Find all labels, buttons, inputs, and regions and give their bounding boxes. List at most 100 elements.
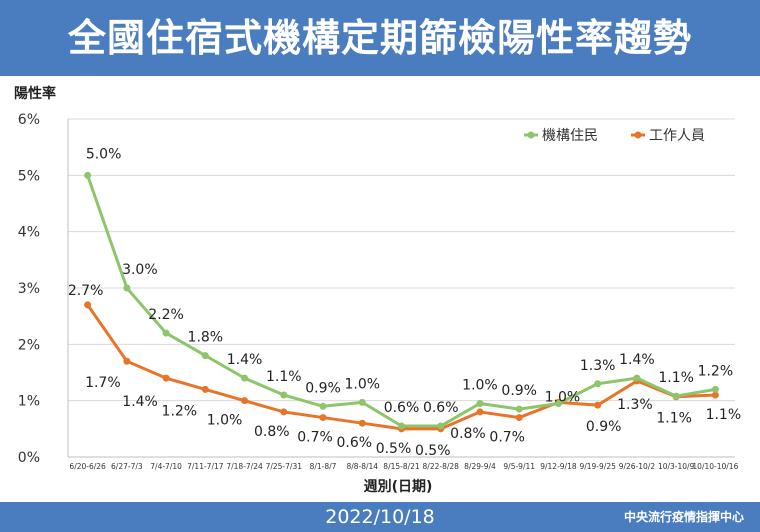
data-point <box>711 385 719 393</box>
data-point <box>123 284 131 292</box>
footer-date: 2022/10/18 <box>325 506 435 528</box>
data-point <box>358 419 366 427</box>
line-chart: 陽性率 0% 1% 2% 3% 4% 5% 6% 6/20-6/26 6/27-7/3 7/4-… <box>14 85 741 495</box>
data-point <box>672 392 680 400</box>
data-label: 0.9% <box>586 419 622 435</box>
data-point <box>280 391 288 399</box>
x-axis-ticks: 6/20-6/26 6/27-7/3 7/4-7/10 7/11-7/17 7/18-7… <box>69 462 738 471</box>
legend-marker <box>527 131 535 139</box>
x-tick-label: 8/8-8/14 <box>346 462 378 471</box>
data-point <box>633 374 641 382</box>
data-label: 1.7% <box>85 375 121 391</box>
y-tick-label: 2% <box>18 337 40 353</box>
data-label: 0.6% <box>384 400 420 416</box>
data-label: 1.8% <box>188 330 224 346</box>
data-point <box>319 414 327 422</box>
data-label: 2.7% <box>68 283 104 299</box>
data-point <box>84 301 92 309</box>
y-tick-label: 3% <box>18 281 40 297</box>
x-axis-title: 週別(日期) <box>364 479 433 495</box>
x-tick-label: 9/19-9/25 <box>579 462 616 471</box>
y-tick-label: 1% <box>18 394 40 410</box>
data-point <box>162 329 170 337</box>
title-banner: 全國住宿式機構定期篩檢陽性率趨勢 <box>0 0 760 76</box>
data-label: 1.3% <box>580 358 616 374</box>
series-line <box>86 174 716 428</box>
data-label: 0.5% <box>415 443 451 459</box>
y-tick-label: 4% <box>18 225 40 241</box>
data-point <box>398 422 405 430</box>
data-label: 0.8% <box>450 426 486 442</box>
legend-label: 工作人員 <box>649 128 705 144</box>
x-tick-label: 8/22-8/28 <box>423 462 460 471</box>
data-point <box>319 402 327 410</box>
chart-title: 全國住宿式機構定期篩檢陽性率趨勢 <box>67 16 692 60</box>
data-label: 1.1% <box>266 369 302 385</box>
data-label: 0.6% <box>423 400 459 416</box>
y-tick-label: 0% <box>18 450 40 466</box>
data-label: 1.4% <box>122 394 158 410</box>
x-tick-label: 8/15-8/21 <box>383 462 420 471</box>
data-point <box>241 374 249 382</box>
data-label: 1.1% <box>706 407 742 423</box>
data-point <box>84 171 92 179</box>
data-label: 1.1% <box>656 411 692 427</box>
data-label: 1.0% <box>207 413 243 429</box>
data-point <box>476 408 484 416</box>
gridlines <box>67 118 735 458</box>
data-point <box>711 391 719 399</box>
data-point <box>594 401 602 409</box>
data-label: 1.0% <box>462 377 498 393</box>
data-point <box>123 357 131 365</box>
legend: 機構住民 工作人員 <box>524 128 705 144</box>
y-axis-title: 陽性率 <box>14 85 56 102</box>
x-tick-label: 9/26-10/2 <box>619 462 656 471</box>
x-tick-label: 8/1-8/7 <box>310 462 337 471</box>
data-label: 1.1% <box>658 370 694 386</box>
x-tick-label: 7/11-7/17 <box>187 462 224 471</box>
data-label: 3.0% <box>122 262 158 278</box>
data-label: 0.7% <box>489 430 525 446</box>
legend-marker <box>634 131 642 139</box>
data-point <box>437 422 445 430</box>
data-point <box>554 399 562 407</box>
data-label: 1.2% <box>698 363 734 379</box>
x-tick-label: 7/18-7/24 <box>226 462 263 471</box>
data-label: 0.6% <box>336 435 372 451</box>
x-tick-label: 10/10-10/16 <box>692 462 738 471</box>
legend-label: 機構住民 <box>542 128 598 144</box>
x-tick-label: 6/20-6/26 <box>69 462 106 471</box>
data-point <box>162 374 170 382</box>
footer-source: 中央流行疫情指揮中心 <box>623 510 744 524</box>
data-label: 0.7% <box>297 430 333 446</box>
x-tick-label: 8/29-9/4 <box>464 462 496 471</box>
data-point <box>280 408 288 416</box>
data-point <box>201 352 209 360</box>
data-labels: 5.0%3.0%2.2%1.8%1.4%1.1%0.9% 1.0%0.6% 0.6%… <box>68 146 741 459</box>
data-point <box>515 405 523 413</box>
x-tick-label: 9/5-9/11 <box>503 462 535 471</box>
data-label: 0.5% <box>376 441 412 457</box>
data-label: 1.4% <box>227 352 263 368</box>
data-label: 1.0% <box>344 376 380 392</box>
data-label: 2.2% <box>148 307 184 323</box>
series-lines <box>84 171 719 433</box>
data-label: 1.0% <box>545 389 581 405</box>
data-label: 0.8% <box>254 424 290 440</box>
x-tick-label: 7/25-7/31 <box>266 462 303 471</box>
data-point <box>515 414 523 422</box>
data-label: 0.9% <box>501 383 537 399</box>
data-label: 5.0% <box>86 146 122 162</box>
data-point <box>241 397 249 405</box>
y-tick-label: 6% <box>18 112 40 128</box>
y-tick-label: 5% <box>18 168 40 184</box>
x-tick-label: 10/3-10/9 <box>658 462 695 471</box>
data-label: 0.9% <box>305 380 341 396</box>
data-point <box>358 398 366 406</box>
y-axis-ticks: 0% 1% 2% 3% 4% 5% 6% <box>18 112 40 466</box>
data-point <box>201 385 209 393</box>
x-tick-label: 9/12-9/18 <box>540 462 577 471</box>
data-point <box>594 380 602 388</box>
data-label: 1.3% <box>617 397 653 413</box>
